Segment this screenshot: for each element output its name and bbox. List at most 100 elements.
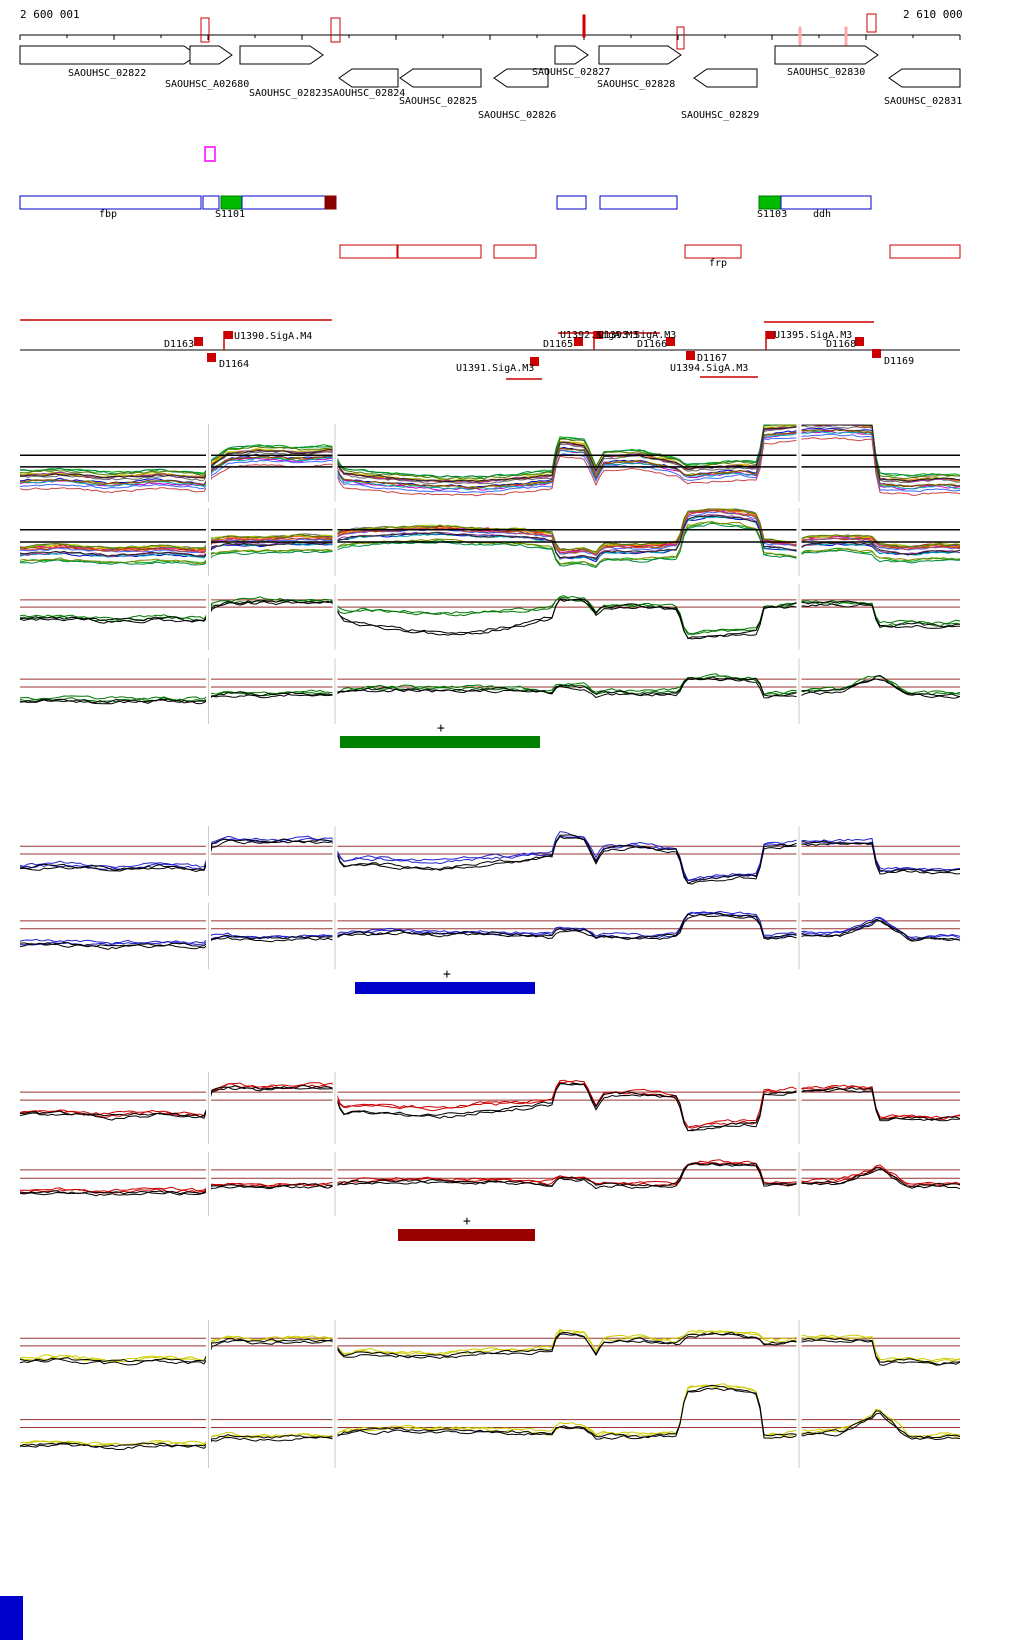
bottom-left-box <box>0 1596 23 1640</box>
signal-line <box>19 835 961 882</box>
tss-marker-icon[interactable] <box>194 337 203 346</box>
signal-line <box>19 598 960 640</box>
signal-line <box>19 677 961 705</box>
signal-line <box>19 1082 961 1132</box>
signal-line <box>19 1332 961 1366</box>
gene-arrow[interactable] <box>189 45 233 65</box>
plus-sign: + <box>443 967 451 982</box>
green-strand-bar[interactable] <box>340 736 540 748</box>
gene-arrow[interactable] <box>19 45 198 65</box>
signal-line <box>19 515 961 560</box>
signal-line <box>19 910 961 945</box>
signal-line <box>19 430 961 491</box>
tss-label: D1164 <box>219 359 249 370</box>
gene-label: SAOUHSC_02823 <box>249 88 327 99</box>
plus-sign: + <box>437 721 445 736</box>
ruler-marker <box>200 17 210 43</box>
red-feature-label: frp <box>709 258 727 269</box>
tss-label: D1167 <box>697 353 727 364</box>
red-feature-box[interactable] <box>397 244 482 259</box>
gene-arrow[interactable] <box>399 68 482 88</box>
red-feature-box[interactable] <box>889 244 961 259</box>
tss-flag-icon[interactable] <box>766 331 775 339</box>
signal-line <box>19 424 961 483</box>
ruler-marker <box>676 26 685 50</box>
tss-label: U1392.SigA.M3 <box>560 330 638 341</box>
signal-line <box>19 1387 961 1451</box>
gene-arrow[interactable] <box>493 68 549 88</box>
signal-line <box>19 1083 961 1132</box>
signal-line <box>19 433 961 493</box>
gene-label: SAOUHSC_02824 <box>327 88 405 99</box>
gene-label: SAOUHSC_02827 <box>532 67 610 78</box>
signal-line <box>19 675 961 704</box>
feature-label: S1103 <box>757 209 787 220</box>
feature-box[interactable] <box>599 195 678 210</box>
tss-marker-icon[interactable] <box>530 357 539 366</box>
tss-label: U1394.SigA.M3 <box>670 363 748 374</box>
ruler-marker <box>844 26 848 48</box>
signal-line <box>19 598 960 640</box>
tss-label: D1163 <box>164 339 194 350</box>
tss-marker-icon[interactable] <box>574 337 583 346</box>
feature-box[interactable] <box>220 195 243 210</box>
signal-line <box>19 424 961 480</box>
tss-label: U1390.SigA.M4 <box>234 331 312 342</box>
gene-arrow[interactable] <box>554 45 589 65</box>
gene-arrow[interactable] <box>774 45 879 65</box>
signal-line <box>19 595 961 635</box>
tss-marker-icon[interactable] <box>686 351 695 360</box>
darkred-strand-bar[interactable] <box>398 1229 535 1241</box>
feature-box[interactable] <box>324 195 337 210</box>
tss-flag-icon[interactable] <box>594 331 603 339</box>
feature-box[interactable] <box>19 195 202 210</box>
signal-line <box>19 1328 961 1363</box>
gene-arrow[interactable] <box>338 68 399 88</box>
signal-line <box>19 1080 961 1129</box>
signal-line <box>20 509 961 556</box>
signal-line <box>19 427 961 489</box>
feature-box[interactable] <box>758 195 782 210</box>
gene-label: SAOUHSC_02830 <box>787 67 865 78</box>
feature-box[interactable] <box>241 195 331 210</box>
signal-line <box>19 514 961 559</box>
signal-line <box>19 834 960 884</box>
tss-label: U1393.SigA.M3 <box>598 330 676 341</box>
feature-box[interactable] <box>556 195 587 210</box>
gene-arrow[interactable] <box>598 45 682 65</box>
signal-line <box>19 1383 961 1446</box>
tss-marker-icon[interactable] <box>855 337 864 346</box>
gene-label: SAOUHSC_A02680 <box>165 79 249 90</box>
tss-marker-icon[interactable] <box>207 353 216 362</box>
magenta-feature-box <box>204 146 216 162</box>
tss-label: D1169 <box>884 356 914 367</box>
signal-line <box>19 1163 961 1197</box>
gene-label: SAOUHSC_02825 <box>399 96 477 107</box>
signal-line <box>20 1384 961 1447</box>
gene-arrow[interactable] <box>888 68 961 88</box>
ruler-marker <box>866 13 877 33</box>
gene-arrow[interactable] <box>693 68 758 88</box>
gene-label: SAOUHSC_02822 <box>68 68 146 79</box>
tss-label: D1168 <box>826 339 856 350</box>
signal-line <box>19 437 961 497</box>
signal-line <box>19 914 961 950</box>
red-feature-box[interactable] <box>339 244 398 259</box>
gene-label: SAOUHSC_02831 <box>884 96 962 107</box>
tss-label: U1391.SigA.M3 <box>456 363 534 374</box>
signal-line <box>19 424 961 484</box>
red-feature-box[interactable] <box>493 244 537 259</box>
feature-box[interactable] <box>202 195 220 210</box>
tss-label: U1395.SigA.M3 <box>774 330 852 341</box>
gene-label: SAOUHSC_02828 <box>597 79 675 90</box>
tss-marker-icon[interactable] <box>872 349 881 358</box>
signal-line <box>19 831 961 881</box>
blue-strand-bar[interactable] <box>355 982 535 994</box>
red-feature-box[interactable] <box>684 244 742 259</box>
coord-start-label: 2 600 001 <box>20 8 80 21</box>
signal-line <box>19 835 961 885</box>
tss-marker-icon[interactable] <box>666 337 675 346</box>
gene-arrow[interactable] <box>239 45 324 65</box>
tss-flag-icon[interactable] <box>224 331 233 339</box>
feature-box[interactable] <box>780 195 872 210</box>
